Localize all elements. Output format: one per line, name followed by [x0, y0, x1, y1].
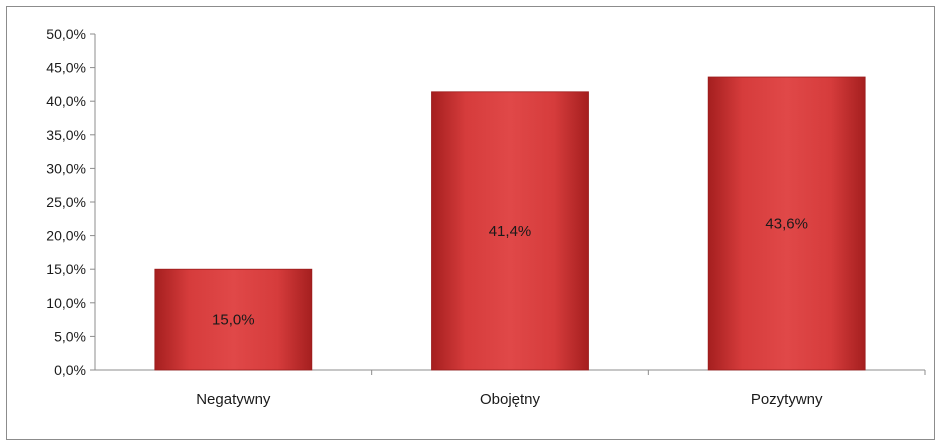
y-tick-label: 20,0% [46, 228, 86, 244]
x-category-label: Pozytywny [751, 391, 823, 408]
bars-group [154, 76, 866, 371]
data-label: 41,4% [489, 223, 532, 240]
data-label: 43,6% [765, 216, 808, 233]
x-category-label: Negatywny [196, 391, 271, 408]
y-tick-label: 35,0% [46, 127, 86, 143]
y-tick-label: 25,0% [46, 194, 86, 210]
y-tick-label: 40,0% [46, 93, 86, 109]
bar-obojętny [431, 91, 589, 371]
bar-negatywny [154, 268, 313, 371]
y-tick-label: 45,0% [46, 60, 86, 76]
x-category-label: Obojętny [480, 391, 541, 408]
data-label: 15,0% [212, 312, 255, 329]
bar-pozytywny [707, 76, 866, 371]
y-tick-label: 50,0% [46, 26, 86, 42]
y-tick-label: 0,0% [54, 362, 86, 378]
y-tick-label: 15,0% [46, 261, 86, 277]
labels-group: 15,0% Negatywny 41,4% Obojętny 43,6% Pozytywn… [196, 216, 823, 408]
y-tick-label: 30,0% [46, 160, 86, 176]
y-tick-label: 5,0% [54, 328, 86, 344]
y-tick-label: 10,0% [46, 295, 86, 311]
